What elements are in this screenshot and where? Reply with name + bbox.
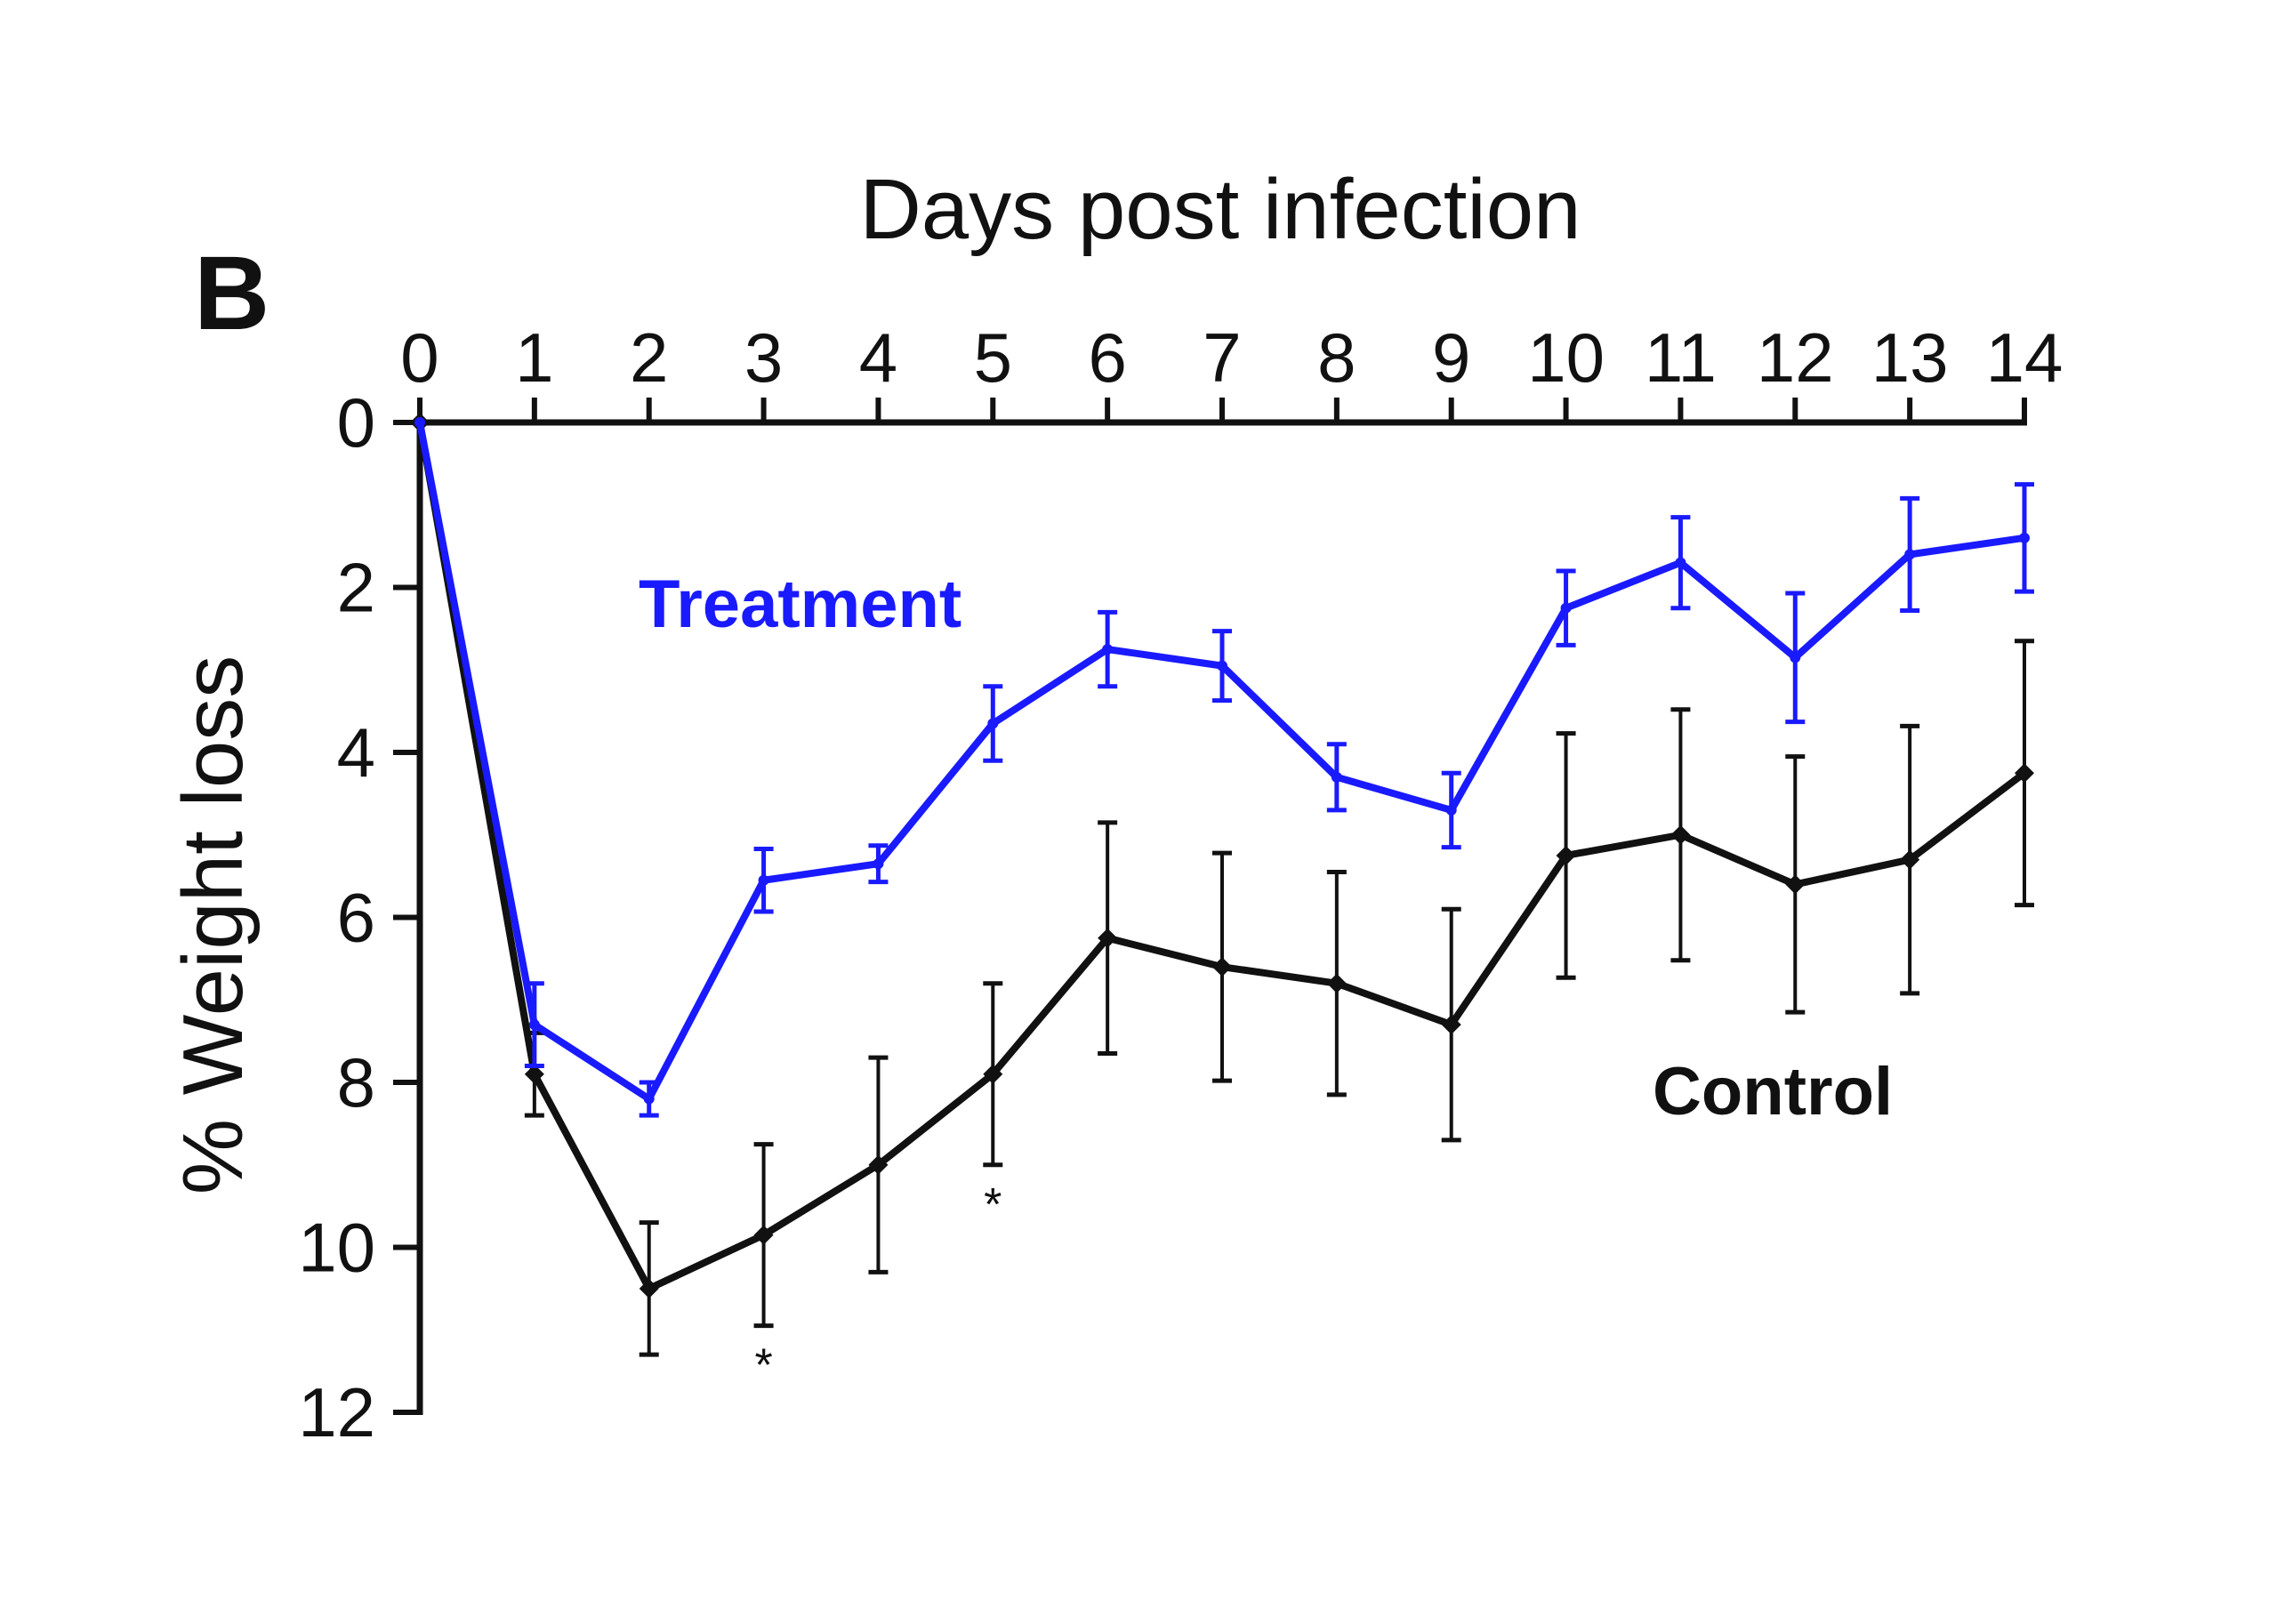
data-point bbox=[987, 718, 999, 729]
data-point bbox=[1675, 557, 1686, 568]
data-point bbox=[1445, 804, 1457, 816]
data-point bbox=[753, 1225, 774, 1245]
data-point bbox=[1441, 1015, 1461, 1035]
x-tick-label: 14 bbox=[1986, 318, 2064, 397]
significance-marker: * bbox=[984, 1179, 1002, 1231]
data-point bbox=[1326, 973, 1347, 993]
data-point bbox=[414, 417, 425, 428]
data-point bbox=[639, 1278, 659, 1298]
data-point bbox=[1904, 549, 1916, 560]
y-tick-label: 4 bbox=[337, 713, 375, 792]
x-tick-label: 3 bbox=[744, 318, 783, 397]
y-tick-label: 12 bbox=[298, 1373, 375, 1451]
y-tick-label: 6 bbox=[337, 879, 375, 957]
data-point bbox=[1560, 602, 1572, 614]
data-point bbox=[1102, 644, 1114, 655]
series-treatment bbox=[414, 417, 2034, 1118]
y-tick-label: 10 bbox=[298, 1209, 375, 1287]
data-point bbox=[1790, 652, 1801, 663]
data-point bbox=[868, 1154, 889, 1175]
x-tick-label: 13 bbox=[1871, 318, 1949, 397]
data-point bbox=[758, 874, 769, 886]
data-point bbox=[1212, 957, 1232, 977]
data-point bbox=[2015, 763, 2034, 784]
data-point bbox=[2019, 532, 2030, 543]
y-tick-label: 2 bbox=[337, 549, 375, 627]
x-tick-label: 11 bbox=[1645, 318, 1717, 397]
x-axis-ticks: 0 1 2 3 4 5 6 7 8 9 10 11 12 13 14 bbox=[400, 318, 2063, 422]
x-tick-label: 9 bbox=[1432, 318, 1470, 397]
x-axis-title: Days post infection bbox=[859, 162, 1581, 257]
data-point bbox=[1217, 660, 1227, 671]
x-tick-label: 7 bbox=[1203, 318, 1241, 397]
significance-marker: * bbox=[754, 1340, 772, 1392]
series-label-treatment: Treatment bbox=[639, 567, 961, 642]
data-point bbox=[1331, 771, 1342, 783]
series-layer bbox=[410, 413, 2034, 1357]
x-tick-label: 10 bbox=[1527, 318, 1605, 397]
x-tick-label: 6 bbox=[1088, 318, 1126, 397]
data-point bbox=[1098, 928, 1118, 948]
x-tick-label: 12 bbox=[1757, 318, 1834, 397]
data-point bbox=[983, 1064, 1003, 1084]
data-point bbox=[528, 1019, 540, 1031]
data-point bbox=[1785, 874, 1806, 895]
data-point bbox=[524, 1064, 544, 1084]
x-tick-label: 5 bbox=[974, 318, 1012, 397]
panel-label: B bbox=[194, 235, 270, 352]
data-point bbox=[1670, 824, 1691, 845]
x-tick-label: 1 bbox=[515, 318, 553, 397]
x-tick-label: 2 bbox=[630, 318, 668, 397]
series-label-control: Control bbox=[1653, 1054, 1893, 1130]
x-tick-label: 0 bbox=[400, 318, 439, 397]
data-point bbox=[1900, 849, 1920, 870]
data-point bbox=[873, 858, 884, 870]
y-tick-label: 8 bbox=[337, 1043, 375, 1122]
y-tick-label: 0 bbox=[337, 383, 375, 462]
labels-layer: Treatment Control * * bbox=[639, 567, 1893, 1392]
series-control bbox=[410, 413, 2034, 1357]
data-point bbox=[643, 1093, 655, 1105]
x-tick-label: 4 bbox=[859, 318, 897, 397]
y-axis-title: % Weight loss bbox=[165, 655, 261, 1194]
y-axis-ticks: 0 2 4 6 8 10 12 bbox=[298, 383, 420, 1451]
x-tick-label: 8 bbox=[1317, 318, 1356, 397]
data-point bbox=[1556, 845, 1576, 865]
